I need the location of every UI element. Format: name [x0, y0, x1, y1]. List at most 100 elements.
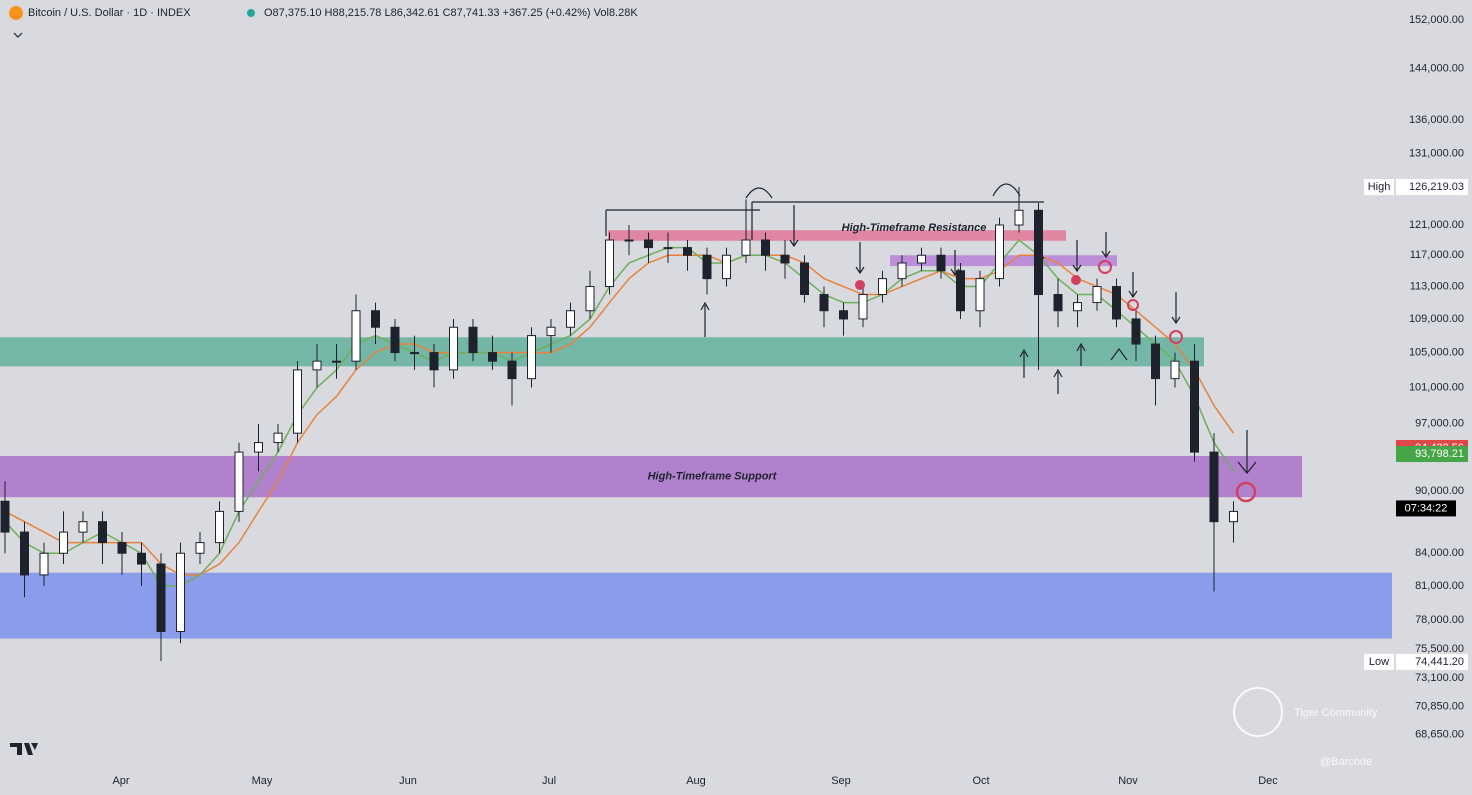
- candle-body: [624, 239, 634, 242]
- candle-body: [449, 326, 458, 371]
- rejection-circles: [855, 260, 1257, 503]
- ohlc: O87,375.10 H88,215.78 L86,342.61 C87,741…: [264, 7, 638, 19]
- zone-label: High-Timeframe Support: [648, 470, 778, 482]
- candle-body: [20, 531, 29, 576]
- up-arrow-bold: [1110, 347, 1128, 361]
- y-tick-label: 78,000.00: [1415, 614, 1464, 626]
- candle-body: [1034, 209, 1043, 296]
- candle-body: [137, 552, 146, 565]
- candle-body: [936, 254, 946, 272]
- candle-body: [351, 310, 361, 362]
- candle-body: [819, 294, 829, 312]
- price-tag-name: Low: [1369, 656, 1389, 668]
- y-tick-label: 152,000.00: [1409, 14, 1464, 26]
- candle-body: [1053, 294, 1063, 312]
- logo: [10, 743, 38, 755]
- watermark-author: @Barcode: [1320, 756, 1372, 768]
- candle-body: [0, 500, 10, 533]
- y-tick-label: 90,000.00: [1415, 485, 1464, 497]
- candle-body: [702, 254, 712, 280]
- candle-body: [468, 326, 478, 354]
- candle-body: [741, 239, 751, 256]
- watermark: Tiger Community @Barcode: [1233, 687, 1378, 768]
- candle-body: [39, 552, 49, 576]
- zones: High-Timeframe Support High-Timeframe Res…: [0, 222, 1392, 639]
- circle: [1098, 260, 1112, 274]
- circle: [855, 280, 865, 290]
- price-tag: [1396, 653, 1468, 670]
- watermark-logo: [1233, 687, 1283, 737]
- candle-body: [1229, 510, 1238, 523]
- zone-label: High-Timeframe Resistance: [842, 222, 987, 234]
- y-tick-label: 68,650.00: [1415, 729, 1464, 741]
- candle-body: [897, 262, 907, 280]
- candle-body: [273, 432, 283, 444]
- candle-body: [1073, 302, 1082, 312]
- candle-body: [975, 278, 985, 312]
- collapse[interactable]: [13, 32, 23, 38]
- candle-body: [312, 360, 322, 371]
- candle-body: [644, 239, 653, 249]
- candle-body: [156, 563, 166, 633]
- x-tick-label: Nov: [1118, 775, 1138, 787]
- price-tag-name: High: [1368, 181, 1391, 193]
- tv-logo: [10, 743, 38, 755]
- candle-body: [1112, 286, 1121, 320]
- moving-average: [4, 254, 1235, 576]
- x-tick-label: May: [252, 775, 273, 787]
- price-tag-label: 74,441.20: [1415, 656, 1464, 668]
- x-tick-label: Dec: [1258, 775, 1278, 787]
- countdown-box: [1396, 500, 1456, 517]
- y-tick-label: 144,000.00: [1409, 62, 1464, 74]
- x-tick-label: Apr: [112, 775, 129, 787]
- zone: [0, 572, 1392, 639]
- candle-body: [1092, 286, 1102, 304]
- candle-body: [605, 239, 614, 288]
- candle-body: [234, 451, 244, 512]
- candle-body: [254, 442, 263, 453]
- x-tick-label: Oct: [972, 775, 989, 787]
- candle-body: [488, 352, 497, 362]
- candle-body: [546, 326, 556, 337]
- price-tag-label: 93,798.21: [1415, 448, 1464, 460]
- y-tick-label: 84,000.00: [1415, 547, 1464, 559]
- y-tick-label: 101,000.00: [1409, 381, 1464, 393]
- candle-body: [858, 294, 868, 320]
- candle-body: [527, 335, 536, 380]
- top-arcs: [745, 183, 1021, 199]
- price-tag-label: 126,219.03: [1409, 181, 1464, 193]
- y-tick-label: 97,000.00: [1415, 418, 1464, 430]
- price-tag-name-box: [1364, 179, 1394, 196]
- price-axis: 152,000.00 144,000.00 136,000.00 131,000.00…: [112, 14, 1468, 787]
- candle-body: [800, 262, 809, 296]
- y-tick-label: 73,100.00: [1415, 672, 1464, 684]
- zone: [608, 230, 1066, 241]
- btc-icon: [9, 6, 23, 20]
- candle-body: [371, 310, 380, 328]
- y-tick-label: 105,000.00: [1409, 346, 1464, 358]
- candle-body: [78, 521, 88, 533]
- candle-body: [1209, 451, 1219, 523]
- x-tick-label: Jul: [542, 775, 556, 787]
- countdown: 07:34:22: [1405, 502, 1448, 514]
- candle-body: [390, 326, 400, 354]
- x-tick-label: Aug: [686, 775, 706, 787]
- watermark-community: Tiger Community: [1294, 707, 1378, 719]
- candle-body: [1190, 360, 1199, 453]
- candle-body: [332, 360, 341, 363]
- y-tick-label: 109,000.00: [1409, 313, 1464, 325]
- candle-body: [1014, 209, 1024, 226]
- header: Bitcoin / U.S. Dollar · 1D · INDEX O87,3…: [9, 6, 638, 38]
- price-tag-name-box: [1364, 653, 1394, 670]
- annotations: [605, 183, 1257, 503]
- y-tick-label: 75,500.00: [1415, 643, 1464, 655]
- candle-body: [293, 369, 302, 434]
- price-tag: [1396, 179, 1468, 196]
- y-tick-label: 113,000.00: [1410, 280, 1464, 292]
- y-tick-label: 136,000.00: [1409, 114, 1464, 126]
- zone: [0, 455, 1302, 498]
- top-lines: [605, 201, 1044, 240]
- up-arrows: [700, 301, 1086, 394]
- candle-body: [780, 254, 790, 264]
